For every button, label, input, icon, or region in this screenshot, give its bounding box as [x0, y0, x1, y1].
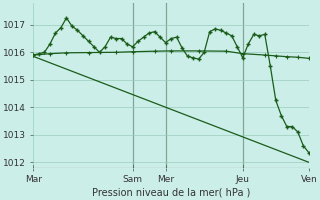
X-axis label: Pression niveau de la mer( hPa ): Pression niveau de la mer( hPa )	[92, 187, 250, 197]
